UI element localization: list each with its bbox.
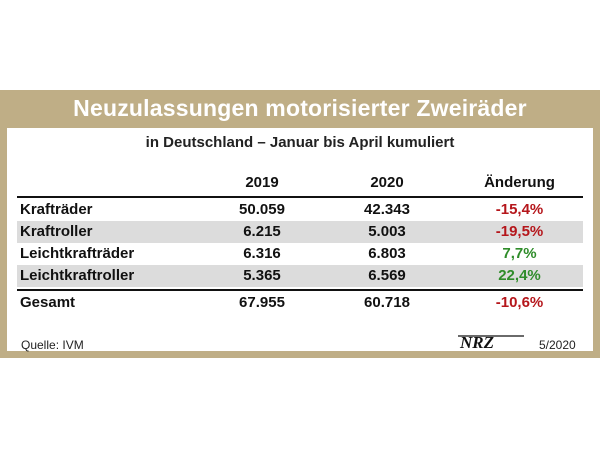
value-2020: 6.803 [368,245,406,262]
change-value: 7,7% [502,245,537,262]
total-label: Gesamt [20,294,76,311]
publication-date: 5/2020 [539,338,576,352]
row-label: Leichtkraftroller [20,267,135,284]
change-value: -19,5% [495,223,544,240]
value-2020: 42.343 [364,201,410,218]
chart-title: Neuzulassungen motorisierter Zweiräder [73,95,527,121]
row-label: Leichtkrafträder [20,245,135,262]
header-2020: 2020 [370,174,404,191]
nrz-logo: NRZ [458,333,524,351]
total-2020: 60.718 [364,294,410,311]
table-header-row: 2019 2020 Änderung [17,172,583,196]
header-change: Änderung [484,174,555,191]
chart-frame: Neuzulassungen motorisierter Zweiräder i… [0,90,600,358]
chart-subtitle: in Deutschland – Januar bis April kumuli… [145,134,455,151]
change-value: -15,4% [495,201,544,218]
value-2020: 6.569 [368,267,406,284]
source-note: Quelle: IVM [21,338,84,352]
header-2019: 2019 [245,174,279,191]
row-label: Kraftroller [20,223,93,240]
total-change: -10,6% [495,294,544,311]
table-row: Krafträder 50.059 42.343 -15,4% [17,199,583,221]
table-row: Leichtkrafträder 6.316 6.803 7,7% [17,243,583,265]
change-value: 22,4% [498,267,541,284]
logo-text: NRZ [459,333,494,351]
table-row: Leichtkraftroller 5.365 6.569 22,4% [17,265,583,287]
table-panel: in Deutschland – Januar bis April kumuli… [7,128,593,352]
value-2019: 5.365 [243,267,281,284]
data-table: 2019 2020 Änderung Krafträder 50.059 42.34… [17,172,583,316]
value-2019: 6.215 [243,223,281,240]
table-body: Krafträder 50.059 42.343 -15,4% Kraftroller 6… [17,199,583,287]
total-divider [17,289,583,291]
value-2019: 6.316 [243,245,281,262]
header-divider [17,196,583,198]
row-label: Krafträder [20,201,93,218]
table-total-row: Gesamt 67.955 60.718 -10,6% [17,292,583,316]
total-2019: 67.955 [239,294,285,311]
table-row: Kraftroller 6.215 5.003 -19,5% [17,221,583,243]
value-2019: 50.059 [239,201,285,218]
value-2020: 5.003 [368,223,406,240]
